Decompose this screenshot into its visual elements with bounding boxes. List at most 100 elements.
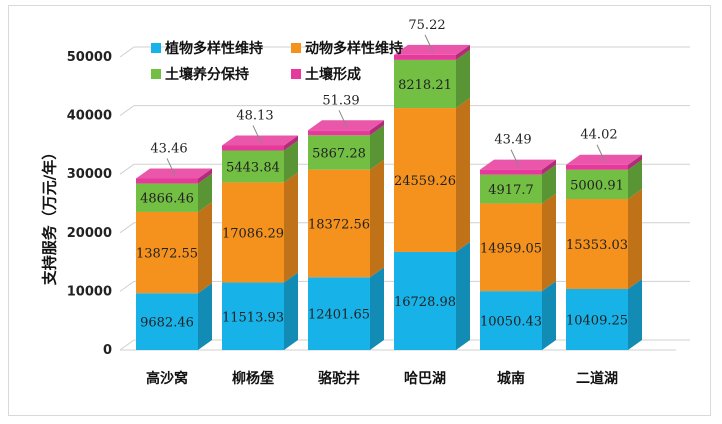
data-label: 48.13: [236, 109, 273, 124]
gridline-depth: [119, 280, 135, 292]
bar-segment-side: [628, 159, 642, 200]
x-tick-label: 城南: [497, 370, 525, 387]
x-axis-ticks: 高沙窝 柳杨堡 骆驼井 哈巴湖 城南 二道湖: [146, 370, 618, 387]
gridline-depth: [119, 339, 135, 351]
bar-segment: [566, 289, 628, 350]
bar-segment-side: [456, 241, 470, 350]
bar-segment-side: [542, 159, 556, 175]
bar-segment-side: [542, 281, 556, 350]
legend-label: 土壤形成: [305, 66, 361, 83]
bar-segment: [480, 203, 542, 292]
y-tick-label: 50000: [67, 50, 112, 65]
data-label: 13872.55: [136, 247, 198, 262]
bar-segment: [136, 293, 198, 350]
gridline-depth: [119, 222, 135, 234]
bar-segment: [566, 199, 628, 290]
bar-segment-side: [456, 98, 470, 252]
data-label: 17086.29: [222, 226, 284, 241]
y-axis-ticks: 0 10000 20000 30000 40000 50000: [67, 50, 112, 358]
bar-segment: [308, 169, 370, 278]
bar-segment-side: [370, 125, 384, 170]
bar-segment-side: [370, 267, 384, 350]
data-label: 75.22: [408, 18, 445, 33]
callout-line: [596, 144, 606, 162]
bar-segment: [136, 183, 198, 212]
bar-segment: [480, 174, 542, 204]
data-label: 51.39: [322, 93, 359, 108]
y-tick-label: 0: [103, 343, 112, 358]
data-label: 5000.91: [570, 178, 624, 193]
y-axis-label: 支持服务（万元/年）: [41, 145, 59, 286]
x-tick-label: 高沙窝: [146, 370, 188, 387]
data-label: 15353.03: [566, 238, 628, 253]
bar-segment-side: [284, 272, 298, 350]
bar-segment: [222, 145, 284, 151]
bar-segment: [308, 130, 370, 136]
bar-segment: [394, 251, 456, 350]
data-label: 10409.25: [566, 314, 628, 329]
gridline-depth: [119, 105, 135, 117]
x-tick-label: 二道湖: [576, 370, 618, 387]
bar-segment: [480, 169, 542, 175]
gridline-depth: [119, 163, 135, 175]
legend-label: 动物多样性维持: [305, 40, 403, 57]
data-label: 11513.93: [222, 310, 284, 325]
bar-segment: [394, 108, 456, 252]
y-tick-label: 10000: [67, 284, 112, 299]
bar-segment-side: [284, 140, 298, 183]
bar-segment: [136, 178, 198, 184]
bar-segment: [480, 291, 542, 350]
y-tick-label: 40000: [67, 109, 112, 124]
data-label: 44.02: [580, 128, 617, 143]
data-label: 43.46: [150, 141, 187, 156]
data-label: 24559.26: [394, 174, 456, 189]
bar-segment: [222, 282, 284, 350]
gridline-depth: [119, 46, 135, 58]
bar-segment-side: [628, 189, 642, 290]
data-label: 16728.98: [394, 295, 456, 310]
data-label: 12401.65: [308, 308, 370, 323]
data-label: 14959.05: [480, 241, 542, 256]
legend-swatch: [291, 69, 301, 79]
bar-segment-side: [370, 120, 384, 136]
legend-swatch: [291, 43, 301, 53]
x-tick-label: 骆驼井: [318, 370, 360, 387]
bar-segment-side: [284, 135, 298, 151]
bar-segment-side: [198, 168, 212, 184]
callout-line: [338, 110, 348, 128]
callout-line: [252, 125, 262, 143]
bar-segment: [566, 164, 628, 170]
y-tick-label: 30000: [67, 167, 112, 182]
x-tick-label: 柳杨堡: [232, 370, 274, 387]
y-tick-label: 20000: [67, 226, 112, 241]
bar-segment: [308, 277, 370, 350]
bar-segment-side: [628, 154, 642, 170]
callout-line: [510, 149, 520, 167]
data-label: 18372.56: [308, 217, 370, 232]
bar-segment-side: [284, 172, 298, 283]
data-label: 8218.21: [398, 78, 452, 93]
bar-segment-side: [542, 164, 556, 204]
bar-segment-side: [542, 193, 556, 292]
bar-segment: [136, 211, 198, 294]
callout-line: [166, 158, 176, 176]
bar-segment: [566, 169, 628, 200]
bar-segment: [222, 150, 284, 183]
callout-line: [424, 34, 434, 53]
bar-segment: [394, 54, 456, 60]
bar-segment-side: [370, 159, 384, 278]
bar-segment: [308, 135, 370, 170]
data-label: 5867.28: [312, 146, 366, 161]
data-label: 5443.84: [226, 160, 280, 175]
bars: [136, 44, 642, 350]
data-label: 10050.43: [480, 315, 542, 330]
data-label: 4866.46: [140, 192, 194, 207]
data-label: 9682.46: [140, 316, 194, 331]
bar-segment: [394, 59, 456, 109]
data-label: 4917.7: [488, 183, 534, 198]
bar-segment-side: [456, 49, 470, 109]
bar-segment-side: [198, 201, 212, 294]
data-labels: 9682.46 13872.55 4866.46 43.46 11513.93 17086…: [136, 18, 628, 331]
legend-label: 土壤养分保持: [165, 66, 249, 83]
